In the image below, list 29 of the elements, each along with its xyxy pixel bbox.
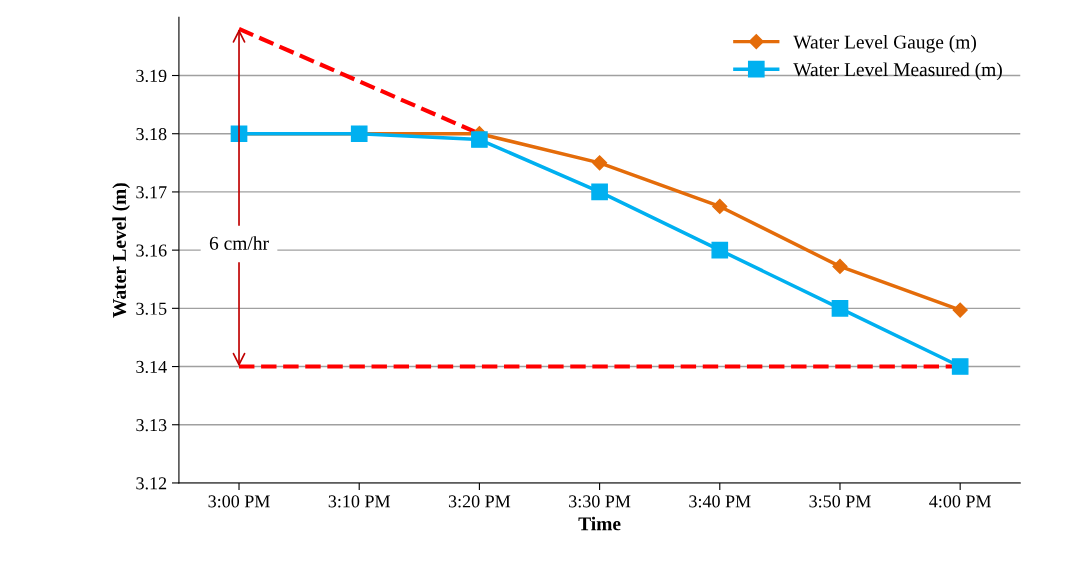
y-tick-label: 3.16	[136, 244, 167, 257]
point	[592, 155, 608, 171]
y-tick-label: 3.17	[136, 186, 167, 199]
x-tick-label: 3:00 PM	[208, 495, 270, 508]
point	[471, 131, 488, 148]
point	[832, 258, 848, 274]
y-axis-title: Water Level (m)	[112, 183, 130, 318]
annotation: 6 cm/hr	[209, 236, 269, 250]
point	[711, 241, 729, 259]
x-tick-label: 3:30 PM	[569, 495, 631, 508]
y-tick-label: 3.15	[136, 302, 167, 315]
x-tick-label: 3:50 PM	[809, 495, 871, 508]
y-tick-label: 3.18	[136, 127, 167, 141]
x-tick-label: 4:00 PM	[929, 495, 991, 508]
x-tick-label: 3:20 PM	[448, 495, 511, 508]
y-tick-label: 3.14	[136, 360, 167, 374]
point	[952, 302, 968, 318]
x-axis-title: Time	[578, 516, 621, 531]
legend-label: Water Level Gauge (m)	[793, 34, 976, 53]
legend-label: Water Level Measured (m)	[793, 62, 1002, 81]
y-tick-label: 3.12	[136, 477, 167, 490]
point	[951, 358, 969, 375]
x-tick-label: 3:40 PM	[689, 495, 751, 508]
point	[712, 198, 728, 215]
point	[831, 300, 849, 317]
y-tick-label: 3.13	[136, 419, 167, 432]
y-tick-label: 3.19	[136, 69, 167, 83]
x-tick-label: 3:10 PM	[328, 495, 391, 508]
point	[591, 183, 608, 201]
